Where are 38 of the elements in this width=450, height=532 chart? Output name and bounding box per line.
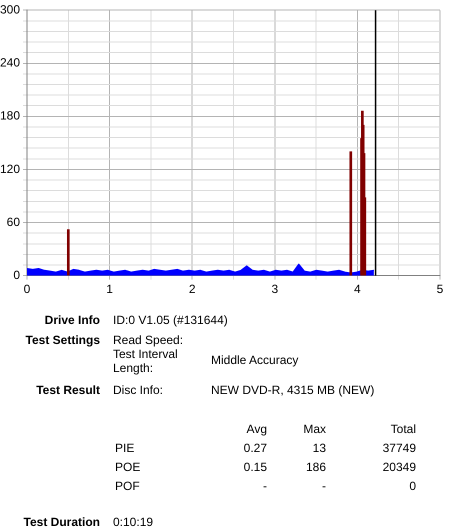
y-tick-label: 120 — [0, 162, 20, 176]
x-tick-label: 5 — [436, 282, 444, 296]
y-tick-label: 300 — [0, 2, 20, 17]
text: NEW DVD-R, 4315 MB (NEW) — [211, 383, 374, 397]
text: Disc Info: — [113, 383, 164, 397]
text: POF — [115, 479, 140, 493]
text: Read Speed: — [113, 333, 184, 347]
text: Test Interval Length: — [113, 347, 179, 375]
y-tick-label: 240 — [0, 56, 20, 70]
text: Test Result — [36, 383, 100, 397]
x-tick-label: 1 — [106, 282, 114, 296]
x-tick-label: 0 — [24, 282, 31, 296]
text: Avg — [246, 422, 267, 436]
text: ID:0 V1.05 (#131644) — [113, 313, 228, 327]
text: Drive Info — [44, 313, 100, 327]
text: Total — [390, 422, 416, 436]
y-tick-label: 60 — [6, 214, 20, 229]
text: 0 — [409, 479, 416, 493]
text: 37749 — [382, 441, 416, 455]
text: PIE — [115, 441, 134, 455]
text: 0.15 — [244, 460, 267, 474]
text: 20349 — [382, 460, 416, 474]
text: POE — [115, 460, 140, 474]
text: Test Settings — [26, 333, 100, 347]
text: Max — [303, 422, 326, 436]
text: Test Duration — [24, 515, 100, 529]
text: - — [322, 479, 326, 493]
text: 0.27 — [244, 441, 267, 455]
x-tick-label: 2 — [188, 282, 196, 296]
text: 0:10:19 — [113, 515, 154, 529]
y-tick-label: 0 — [13, 268, 20, 282]
x-tick-label: 3 — [271, 282, 278, 296]
text: 186 — [306, 460, 326, 474]
x-tick-label: 4 — [354, 282, 362, 296]
text: - — [263, 479, 267, 493]
text: 13 — [312, 441, 326, 455]
y-tick-label: 180 — [0, 108, 20, 123]
text: Middle Accuracy — [211, 353, 298, 367]
